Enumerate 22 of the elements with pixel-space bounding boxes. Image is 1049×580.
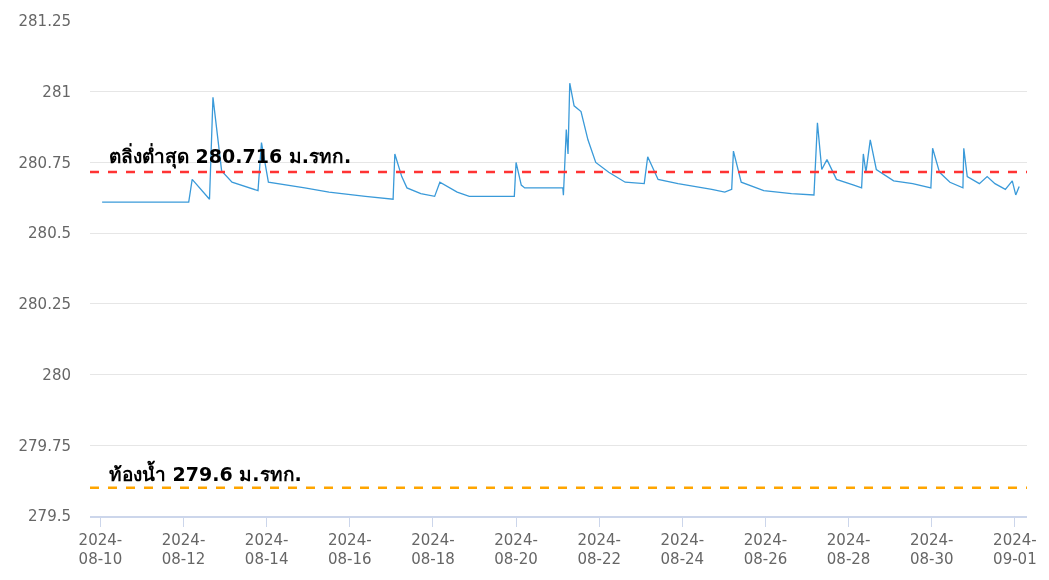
x-tick-label: 2024- 08-28 [826, 530, 871, 569]
x-tick-label: 2024- 08-18 [411, 530, 455, 569]
y-tick-label: 279.75 [18, 436, 71, 455]
ref-line-label: ท้องน้ำ 279.6 ม.รทก. [109, 460, 302, 485]
y-tick-label: 280.25 [18, 295, 71, 314]
x-tick-label: 2024- 08-12 [161, 530, 206, 569]
x-tick-label: 2024- 08-16 [328, 530, 372, 569]
y-tick-label: 280 [42, 365, 71, 384]
x-tick-label: 2024- 09-01 [993, 530, 1037, 569]
x-tick-label: 2024- 08-26 [743, 530, 788, 569]
y-tick-label: 280.5 [28, 224, 71, 243]
y-tick-label: 281 [42, 82, 71, 101]
x-tick-label: 2024- 08-22 [577, 530, 621, 569]
line-series [101, 82, 1020, 203]
x-tick-label: 2024- 08-24 [660, 530, 705, 569]
x-tick-label: 2024- 08-14 [244, 530, 289, 569]
x-tick-label: 2024- 08-30 [909, 530, 954, 569]
y-tick-label: 280.75 [18, 153, 71, 172]
x-tick-label: 2024- 08-20 [494, 530, 538, 569]
y-tick-label: 281.25 [18, 12, 71, 31]
x-tick-label: 2024- 08-10 [78, 530, 123, 569]
y-tick-label: 279.5 [28, 507, 71, 526]
